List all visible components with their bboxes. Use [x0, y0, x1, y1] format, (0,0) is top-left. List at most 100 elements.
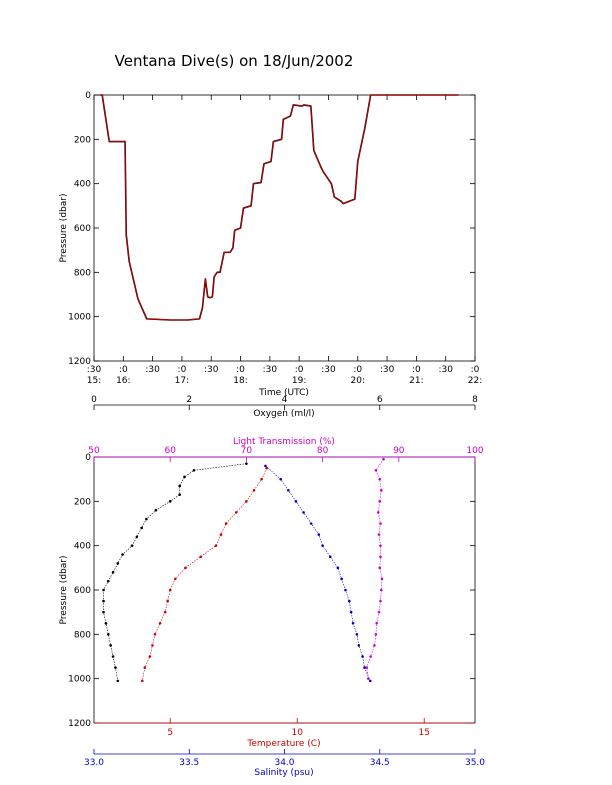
light-tick-label: 60	[164, 446, 176, 456]
top-x-tick-hour: 16:	[116, 376, 130, 386]
profile-series	[102, 457, 385, 683]
oxygen-point	[106, 579, 110, 583]
salinity-point	[347, 599, 351, 603]
temperature-point	[260, 477, 263, 481]
oxygen-point	[109, 644, 112, 647]
oxygen-point	[154, 508, 158, 512]
oxygen-tick-label: 4	[282, 395, 288, 405]
top-x-tick-minute: :30	[145, 365, 160, 375]
oxygen-point	[140, 526, 143, 530]
light-point	[378, 500, 382, 503]
top-x-tick-minute: :0	[471, 365, 480, 375]
light-point	[369, 655, 372, 658]
oxygen-point	[116, 562, 120, 565]
light-point	[378, 477, 382, 481]
temperature-point	[234, 511, 238, 514]
bottom-y-tick-label: 200	[74, 497, 91, 507]
bottom-y-axis-title: Pressure (dbar)	[59, 556, 69, 625]
oxygen-point	[245, 462, 248, 465]
oxygen-point	[116, 679, 120, 683]
oxygen-point	[135, 535, 139, 539]
temperature-point	[163, 610, 167, 614]
light-point	[379, 522, 382, 525]
temperature-tick-label: 5	[167, 728, 173, 738]
temperature-point	[199, 555, 202, 559]
salinity-tick-label: 33.0	[84, 758, 104, 768]
top-x-tick-hour: 17:	[175, 376, 189, 386]
oxygen-axis-title: Oxygen (ml/l)	[253, 409, 314, 419]
salinity-point	[361, 655, 364, 658]
oxygen-axis: 0 2 4 6 8	[91, 395, 478, 410]
bottom-y-tick-label: 0	[85, 453, 91, 463]
top-x-tick-hour: 19:	[292, 376, 306, 386]
salinity-point	[302, 511, 305, 514]
salinity-tick-label: 35.0	[465, 758, 485, 768]
top-x-tick-hour: 22:	[468, 376, 482, 386]
oxygen-point	[102, 610, 105, 614]
light-point	[379, 588, 383, 592]
top-x-tick-minute: :30	[438, 365, 453, 375]
oxygen-point	[102, 588, 105, 592]
top-plot-frame	[93, 94, 476, 362]
temperature-point	[245, 500, 248, 503]
top-x-tick-minute: :30	[380, 365, 395, 375]
temperature-tick-label: 10	[291, 728, 303, 738]
light-point	[365, 666, 369, 669]
light-point	[379, 488, 383, 492]
light-tick-label: 90	[393, 446, 405, 456]
salinity-point	[328, 555, 332, 559]
bottom-plot-frame	[93, 456, 476, 724]
temperature-point	[166, 599, 169, 603]
salinity-tick-label: 33.5	[179, 758, 199, 768]
bottom-y-tick-label: 1000	[68, 675, 91, 685]
salinity-tick-label: 34.5	[370, 758, 390, 768]
salinity-tick-label: 34.0	[274, 758, 294, 768]
salinity-point	[317, 533, 321, 536]
oxygen-point	[111, 570, 115, 574]
top-x-tick-minute: :30	[204, 365, 219, 375]
temperature-point	[224, 522, 228, 525]
light-profile-line	[366, 459, 384, 679]
light-tick-label: 80	[317, 446, 329, 456]
top-x-tick-minute: :30	[321, 365, 336, 375]
temperature-point	[143, 666, 147, 669]
salinity-point	[264, 464, 267, 468]
top-x-tick-minute: :30	[87, 365, 102, 375]
top-y-tick-label: 1000	[68, 313, 91, 323]
light-axis-title: Light Transmission (%)	[233, 437, 335, 447]
light-point	[382, 457, 385, 461]
light-point	[377, 610, 381, 614]
light-point	[380, 577, 384, 581]
top-x-tick-minute: :30	[263, 365, 278, 375]
temperature-point	[265, 466, 269, 470]
oxygen-point	[145, 517, 148, 521]
top-y-tick-label: 0	[85, 91, 91, 101]
salinity-axis-title: Salinity (psu)	[254, 768, 313, 778]
pressure-trace-line	[99, 94, 459, 321]
figure-title: Ventana Dive(s) on 18/Jun/2002	[115, 52, 354, 70]
light-point	[379, 599, 382, 603]
oxygen-point	[111, 655, 115, 658]
bottom-y-axis: 0 200 400 600 800 1000 1200	[68, 453, 475, 729]
oxygen-tick-label: 2	[186, 395, 192, 405]
oxygen-tick-label: 8	[472, 395, 478, 405]
temperature-axis: 5 10 15	[94, 718, 475, 738]
oxygen-point	[102, 599, 105, 603]
top-x-tick-minute: :0	[353, 365, 362, 375]
light-tick-label: 100	[466, 446, 483, 456]
salinity-point	[279, 477, 282, 481]
top-y-tick-label: 800	[74, 268, 91, 278]
top-x-axis: :3015::016::30:017::30:018::30:019::30:0…	[87, 95, 482, 386]
light-tick-label: 70	[241, 446, 253, 456]
top-y-tick-label: 600	[74, 224, 91, 234]
oxygen-point	[104, 621, 108, 625]
temperature-point	[140, 679, 144, 683]
top-x-tick-hour: 15:	[87, 376, 101, 386]
salinity-point	[287, 488, 290, 492]
temperature-point	[158, 621, 162, 625]
light-point	[373, 644, 376, 647]
top-x-axis-title: Time (UTC)	[258, 388, 309, 398]
light-point	[374, 469, 378, 472]
top-x-tick-hour: 20:	[351, 376, 365, 386]
oxygen-point	[178, 484, 182, 488]
